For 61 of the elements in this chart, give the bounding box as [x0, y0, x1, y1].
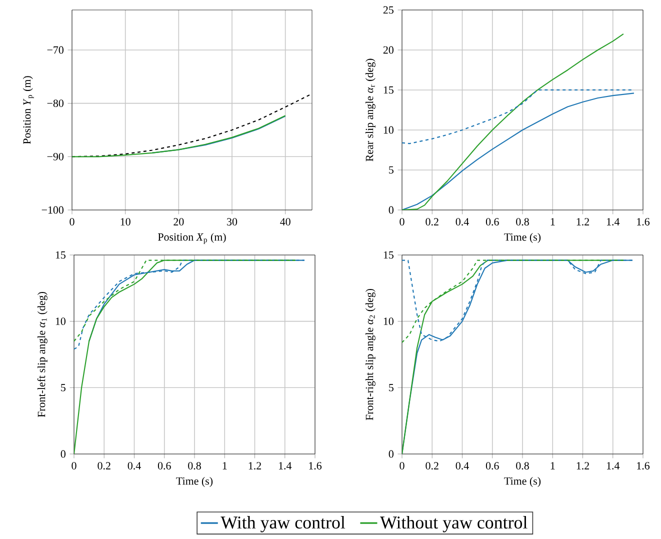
x-axis-title: Time (s): [504, 233, 541, 243]
y-axis-title: Position Y$_{p}$ (m): [22, 76, 34, 144]
x-tick-label: 0.4: [456, 462, 469, 470]
x-tick-label: 1.2: [576, 218, 589, 226]
y-tick-label: 10: [384, 126, 394, 134]
y-axis-title: Rear slip angle α$_{r}$ (deg): [365, 58, 376, 162]
x-tick-label: 30: [227, 218, 238, 226]
x-tick-label: 0.8: [516, 462, 529, 470]
x-tick-label: 0.6: [486, 218, 499, 226]
x-tick-label: 40: [280, 218, 290, 226]
y-tick-label: −100: [42, 206, 64, 214]
x-tick-label: 10: [120, 218, 130, 226]
y-tick-label: −70: [47, 46, 64, 54]
x-tick-label: 0.2: [426, 462, 438, 470]
y-tick-label: 5: [61, 384, 66, 392]
y-tick-label: 25: [383, 6, 394, 14]
legend-label: Without yaw control: [380, 516, 528, 532]
x-tick-label: 0.8: [188, 462, 201, 470]
x-tick-label: 0.4: [456, 218, 469, 226]
x-tick-label: 1.6: [309, 462, 322, 470]
y-tick-label: 0: [60, 450, 66, 458]
y-tick-label: 20: [383, 46, 394, 54]
x-tick-label: 1.2: [248, 462, 261, 470]
y-tick-label: 5: [389, 384, 394, 392]
x-tick-label: 0.2: [426, 218, 438, 226]
x-tick-label: 1.6: [637, 462, 650, 470]
y-tick-label: 15: [384, 251, 394, 259]
y-tick-label: 0: [388, 450, 394, 458]
x-tick-label: 0: [70, 218, 74, 226]
x-tick-label: 0: [72, 462, 76, 470]
x-tick-label: 1: [550, 462, 555, 470]
x-axis-title: Time (s): [504, 477, 541, 487]
x-tick-label: 0.8: [516, 218, 529, 226]
x-axis-title: Time (s): [176, 477, 213, 487]
y-tick-label: 5: [389, 166, 394, 174]
y-axis-title: Front-left slip angle α$_{1}$ (deg): [37, 292, 48, 418]
x-axis-title: Position X$_{p}$ (m): [158, 232, 226, 244]
y-tick-label: −80: [47, 100, 64, 108]
x-tick-label: 1.4: [607, 462, 620, 470]
x-tick-label: 1: [550, 218, 555, 226]
y-tick-label: 15: [384, 86, 394, 94]
x-tick-label: 1.6: [637, 218, 650, 226]
x-tick-label: 1: [222, 462, 227, 470]
x-tick-label: 0.2: [98, 462, 110, 470]
line-series: [72, 115, 286, 158]
y-tick-label: −90: [47, 152, 64, 160]
x-tick-label: 0: [400, 218, 404, 226]
y-tick-label: 10: [384, 318, 394, 326]
y-axis-title: Front-right slip angle α$_{2}$ (deg): [365, 288, 376, 420]
x-tick-label: 1.4: [607, 218, 620, 226]
x-tick-label: 0.6: [158, 462, 171, 470]
legend-label: With yaw control: [220, 516, 346, 532]
x-tick-label: 1.4: [279, 462, 292, 470]
y-tick-label: 0: [388, 206, 394, 214]
x-tick-label: 0: [400, 462, 404, 470]
x-tick-label: 0.4: [128, 462, 141, 470]
y-tick-label: 15: [56, 251, 66, 259]
x-tick-label: 1.2: [576, 462, 589, 470]
y-tick-label: 10: [56, 318, 66, 326]
x-tick-label: 20: [174, 218, 184, 226]
x-tick-label: 0.6: [486, 462, 499, 470]
